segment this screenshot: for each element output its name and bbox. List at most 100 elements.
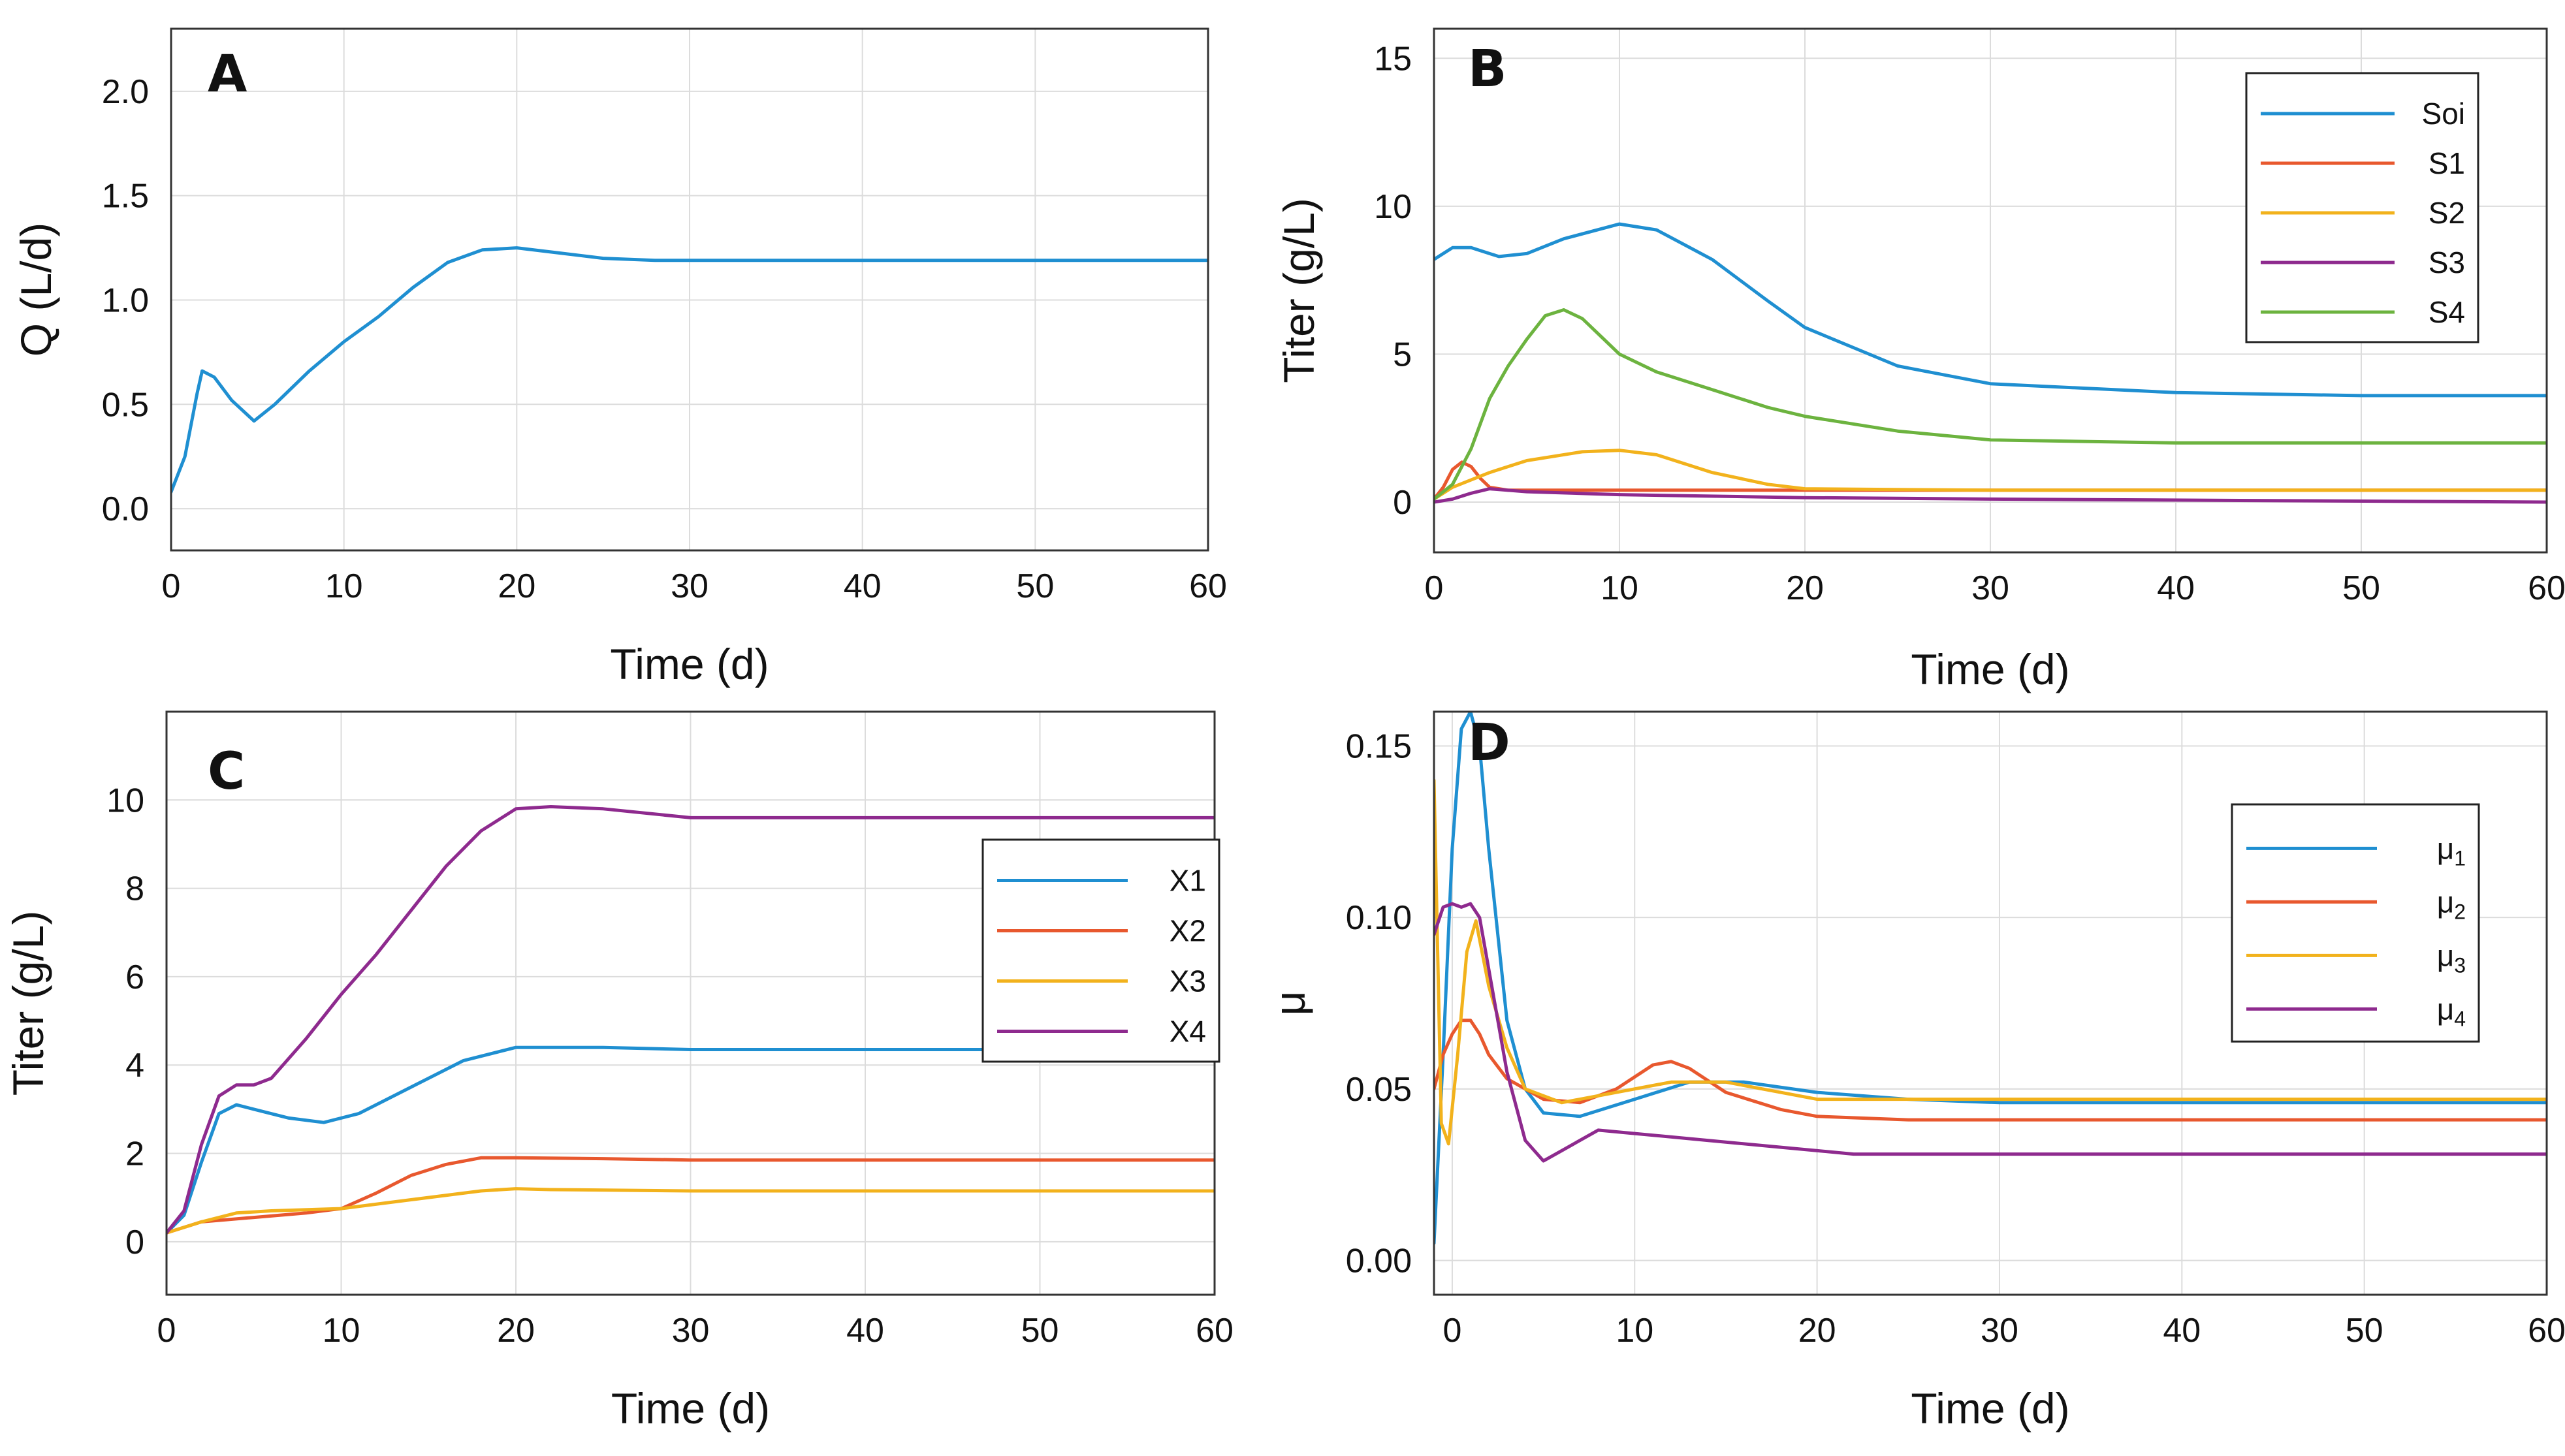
panel-b-y-ticks: 0 5 10 15 bbox=[1374, 40, 1412, 522]
panel-b-x-tick-label: 40 bbox=[2157, 569, 2195, 607]
panel-b: 0 10 20 30 40 50 60 0 5 10 15 B Time (d) Titer (g… bbox=[1275, 27, 2565, 693]
panel-d-series-line bbox=[1434, 1019, 2547, 1122]
panel-b-y-tick-label: 0 bbox=[1393, 484, 1412, 522]
panel-d-y-tick-label: 0.10 bbox=[1346, 899, 1412, 937]
panel-c-x-tick-label: 60 bbox=[1196, 1312, 1234, 1350]
panel-d-series-line bbox=[1434, 778, 2547, 1146]
panel-d-letter: D bbox=[1468, 714, 1510, 772]
panel-a-grid bbox=[170, 29, 1209, 550]
panel-b-legend-label: S3 bbox=[2429, 245, 2465, 279]
panel-b-legend-label: S2 bbox=[2429, 196, 2465, 230]
panel-c-y-tick-label: 2 bbox=[125, 1135, 144, 1173]
panel-b-frame bbox=[1433, 27, 2548, 554]
panel-d-x-tick-label: 30 bbox=[1981, 1312, 2018, 1350]
panel-b-legend-label: S4 bbox=[2429, 295, 2465, 329]
panel-d-legend-box bbox=[2231, 803, 2480, 1043]
panel-b-legend-box bbox=[2245, 72, 2479, 343]
panel-a-frame bbox=[170, 27, 1209, 552]
panel-c-y-tick-label: 0 bbox=[125, 1224, 144, 1261]
panel-c-legend-label: X4 bbox=[1170, 1015, 1206, 1049]
panel-c-series-group bbox=[167, 805, 1215, 1235]
panel-c-x-ticks: 0 10 20 30 40 50 60 bbox=[157, 1312, 1234, 1350]
panel-a-x-tick-label: 50 bbox=[1016, 567, 1054, 605]
panel-d-y-axis-label: μ bbox=[1266, 990, 1314, 1015]
panel-a-y-tick-label: 1.0 bbox=[102, 281, 149, 319]
panel-d-y-ticks: 0.00 0.05 0.10 0.15 bbox=[1346, 728, 1412, 1280]
panel-a-series-line bbox=[171, 246, 1208, 494]
panel-b-legend-label: Soi bbox=[2422, 97, 2465, 131]
panel-c-x-tick-label: 10 bbox=[323, 1312, 360, 1350]
panel-c-y-tick-label: 10 bbox=[106, 782, 144, 819]
panel-b-x-tick-label: 10 bbox=[1601, 569, 1638, 607]
panel-c-series-line bbox=[167, 1156, 1215, 1235]
panel-c-y-ticks: 0 2 4 6 8 10 bbox=[106, 782, 144, 1261]
panel-b-legend-entries: Soi S1 S2 S3 S4 bbox=[2261, 97, 2465, 329]
panel-d-x-tick-label: 0 bbox=[1442, 1312, 1461, 1350]
panel-d-x-tick-label: 50 bbox=[2346, 1312, 2383, 1350]
panel-b-series-line bbox=[1434, 308, 2547, 501]
panel-c-x-tick-label: 30 bbox=[672, 1312, 710, 1350]
panel-a-x-tick-label: 20 bbox=[498, 567, 535, 605]
panel-c-x-tick-label: 40 bbox=[846, 1312, 884, 1350]
panel-a-x-tick-label: 40 bbox=[844, 567, 882, 605]
panel-a-letter: A bbox=[208, 45, 247, 104]
panel-b-y-axis-label: Titer (g/L) bbox=[1275, 198, 1323, 383]
panel-d-series-line bbox=[1434, 902, 2547, 1163]
panel-c-y-tick-label: 4 bbox=[125, 1047, 144, 1084]
panel-d-x-axis-label: Time (d) bbox=[1911, 1384, 2069, 1432]
panel-b-x-tick-label: 30 bbox=[1971, 569, 2009, 607]
panel-d-y-tick-label: 0.00 bbox=[1346, 1242, 1412, 1280]
panel-a-x-tick-label: 60 bbox=[1189, 567, 1227, 605]
panel-a-x-ticks: 0 10 20 30 40 50 60 bbox=[162, 567, 1227, 605]
panel-b-x-tick-label: 50 bbox=[2342, 569, 2380, 607]
panel-c-series-line bbox=[167, 805, 1215, 1235]
panel-a-y-tick-label: 0.0 bbox=[102, 490, 149, 528]
panel-b-y-tick-label: 15 bbox=[1374, 40, 1412, 78]
panel-d-x-tick-label: 40 bbox=[2163, 1312, 2201, 1350]
panel-c-legend-label: X1 bbox=[1170, 864, 1206, 898]
panel-a-y-tick-label: 0.5 bbox=[102, 386, 149, 424]
panel-c-legend: X1 X2 X3 X4 bbox=[981, 838, 1220, 1063]
panel-c-legend-label: X3 bbox=[1170, 964, 1206, 998]
panel-d-frame bbox=[1433, 710, 2548, 1296]
panel-c-legend-box bbox=[981, 838, 1220, 1063]
panel-a-x-axis-label: Time (d) bbox=[610, 640, 769, 688]
panel-c-x-tick-label: 50 bbox=[1021, 1312, 1059, 1350]
panel-a-x-tick-label: 30 bbox=[671, 567, 709, 605]
panel-c-y-tick-label: 8 bbox=[125, 870, 144, 908]
panel-c-y-tick-label: 6 bbox=[125, 958, 144, 996]
panel-a-x-tick-label: 10 bbox=[325, 567, 363, 605]
panel-d-series-group bbox=[1434, 712, 2547, 1245]
panel-b-legend: Soi S1 S2 S3 S4 bbox=[2245, 72, 2479, 343]
panel-c-series-line bbox=[167, 1187, 1215, 1235]
panel-a-series-group bbox=[171, 246, 1208, 494]
panel-b-series-line bbox=[1434, 449, 2547, 501]
panel-a-y-axis-label: Q (L/d) bbox=[12, 223, 60, 356]
panel-b-y-tick-label: 5 bbox=[1393, 336, 1412, 373]
panel-c: 0 10 20 30 40 50 60 0 2 4 6 8 10 C Time (d) Titer (… bbox=[4, 710, 1234, 1432]
panel-b-x-tick-label: 20 bbox=[1786, 569, 1824, 607]
panel-b-series-line bbox=[1434, 222, 2547, 398]
panel-b-series-group bbox=[1434, 222, 2547, 504]
panel-c-series-line bbox=[167, 1045, 1215, 1235]
panel-b-series-line bbox=[1434, 487, 2547, 504]
panel-a-y-ticks: 0.0 0.5 1.0 1.5 2.0 bbox=[102, 73, 149, 528]
panel-b-letter: B bbox=[1468, 40, 1506, 99]
panel-c-x-tick-label: 0 bbox=[157, 1312, 176, 1350]
panel-c-letter: C bbox=[208, 742, 245, 801]
panel-c-legend-entries: X1 X2 X3 X4 bbox=[997, 864, 1206, 1049]
panel-d-x-ticks: 0 10 20 30 40 50 60 bbox=[1442, 1312, 2565, 1350]
panel-d-x-tick-label: 20 bbox=[1798, 1312, 1836, 1350]
panel-c-y-axis-label: Titer (g/L) bbox=[4, 911, 52, 1096]
panel-b-y-tick-label: 10 bbox=[1374, 188, 1412, 226]
panel-b-legend-label: S1 bbox=[2429, 146, 2465, 180]
panel-b-x-axis-label: Time (d) bbox=[1911, 645, 2069, 693]
panel-c-x-tick-label: 20 bbox=[497, 1312, 535, 1350]
panel-d: 0 10 20 30 40 50 60 0.00 0.05 0.10 0.15 D Time (d… bbox=[1266, 710, 2565, 1432]
panel-d-x-tick-label: 60 bbox=[2528, 1312, 2565, 1350]
panel-d-y-tick-label: 0.05 bbox=[1346, 1071, 1412, 1109]
panel-a-y-tick-label: 2.0 bbox=[102, 73, 149, 111]
